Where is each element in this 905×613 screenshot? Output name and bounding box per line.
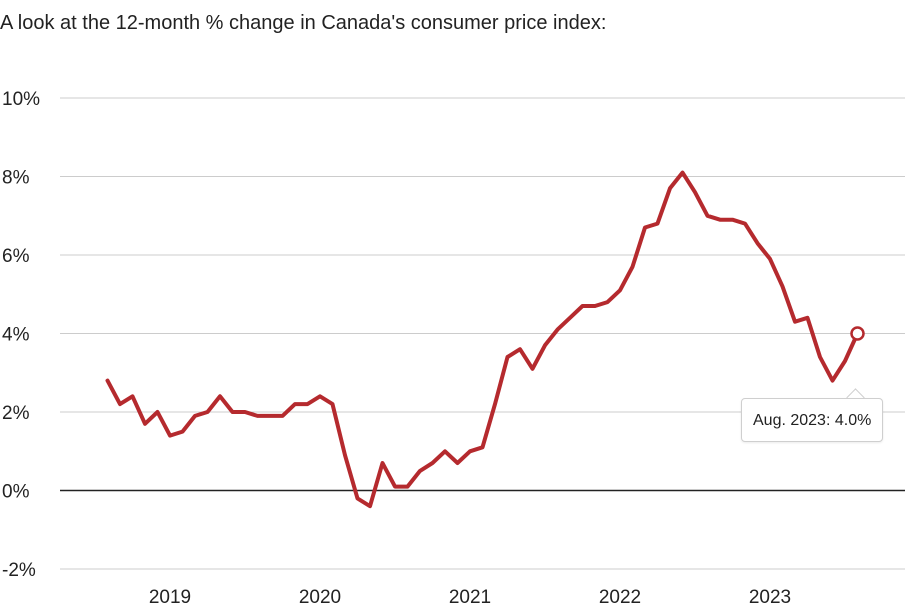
x-tick-label: 2023 (749, 587, 791, 608)
y-axis-labels: -2% 0% 2% 4% 6% 8% 10% (2, 89, 40, 581)
x-axis-labels: 2019 2020 2021 2022 2023 (149, 587, 791, 608)
y-tick-label: 6% (2, 246, 30, 267)
y-tick-label: 2% (2, 403, 30, 424)
x-tick-label: 2019 (149, 587, 191, 608)
tooltip: Aug. 2023: 4.0% (741, 398, 884, 442)
y-tick-label: 0% (2, 482, 30, 503)
y-tick-label: -2% (2, 560, 36, 581)
gridlines (60, 97, 905, 570)
y-tick-label: 8% (2, 168, 30, 189)
y-tick-label: 10% (2, 89, 40, 110)
chart-title: A look at the 12-month % change in Canad… (0, 12, 607, 34)
cpi-series-line (105, 170, 860, 509)
x-tick-label: 2021 (449, 587, 491, 608)
y-tick-label: 4% (2, 325, 30, 346)
highlight-point[interactable] (850, 326, 865, 341)
x-tick-label: 2020 (299, 587, 341, 608)
x-tick-label: 2022 (599, 587, 641, 608)
